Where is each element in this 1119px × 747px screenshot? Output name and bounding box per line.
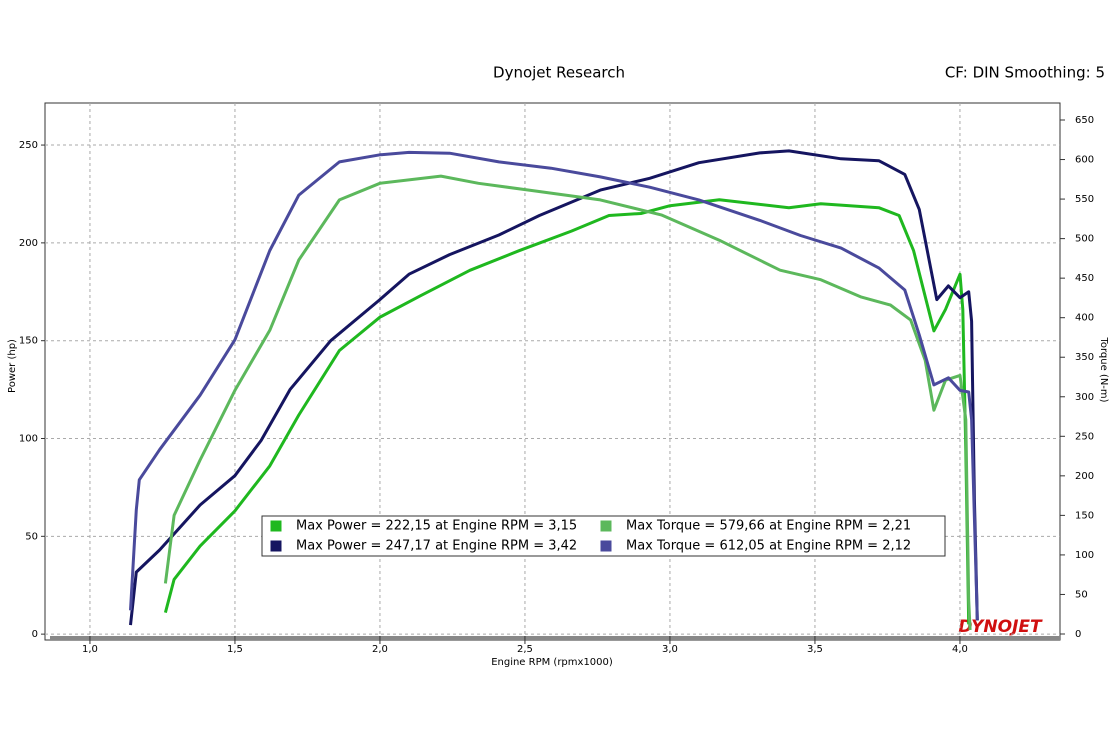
legend-label: Max Torque = 612,05 at Engine RPM = 2,12 <box>626 539 911 554</box>
y-tick-label: 50 <box>25 531 38 542</box>
y-tick-label: 250 <box>19 140 38 151</box>
y2-tick-label: 350 <box>1075 352 1094 363</box>
chart-title: Dynojet Research <box>493 64 625 82</box>
x-tick-label: 2,0 <box>372 644 388 655</box>
legend-swatch <box>269 519 283 533</box>
x-tick-label: 4,0 <box>952 644 968 655</box>
y2-tick-label: 300 <box>1075 392 1094 403</box>
power-torque-line <box>163 174 972 631</box>
y2-tick-label: 200 <box>1075 471 1094 482</box>
legend-swatch <box>269 539 283 553</box>
y2-tick-label: 450 <box>1075 273 1094 284</box>
x-tick-label: 3,0 <box>662 644 678 655</box>
legend-swatch <box>599 519 613 533</box>
y-tick-label: 0 <box>32 629 38 640</box>
logo: DYNOJET <box>958 617 1043 637</box>
x-tick-label: 2,5 <box>517 644 533 655</box>
legend-label: Max Power = 247,17 at Engine RPM = 3,42 <box>296 539 577 554</box>
power-torque-line <box>163 198 971 625</box>
y-axis-label: Power (hp) <box>7 339 18 393</box>
power-torque-line <box>129 149 979 626</box>
y2-tick-label: 250 <box>1075 431 1094 442</box>
y2-tick-label: 650 <box>1075 115 1094 126</box>
y2-tick-label: 500 <box>1075 234 1094 245</box>
y-tick-label: 100 <box>19 434 38 445</box>
legend-label: Max Power = 222,15 at Engine RPM = 3,15 <box>296 519 577 534</box>
x-tick-label: 3,5 <box>807 644 823 655</box>
y2-tick-label: 150 <box>1075 510 1094 521</box>
power-torque-line <box>129 150 979 620</box>
chart-subtitle: CF: DIN Smoothing: 5 <box>945 64 1105 82</box>
x-tick-label: 1,0 <box>82 644 98 655</box>
y2-tick-label: 550 <box>1075 194 1094 205</box>
y2-axis-label: Torque (N-m) <box>1098 336 1109 402</box>
x-axis-label: Engine RPM (rpmx1000) <box>491 657 613 668</box>
y2-tick-label: 400 <box>1075 313 1094 324</box>
y2-tick-label: 0 <box>1075 629 1081 640</box>
x-tick-label: 1,5 <box>227 644 243 655</box>
legend-label: Max Torque = 579,66 at Engine RPM = 2,21 <box>626 519 911 534</box>
legend-swatch <box>599 539 613 553</box>
y-tick-label: 200 <box>19 238 38 249</box>
y2-tick-label: 50 <box>1075 589 1088 600</box>
y2-tick-label: 600 <box>1075 155 1094 166</box>
y2-tick-label: 100 <box>1075 550 1094 561</box>
y-tick-label: 150 <box>19 336 38 347</box>
